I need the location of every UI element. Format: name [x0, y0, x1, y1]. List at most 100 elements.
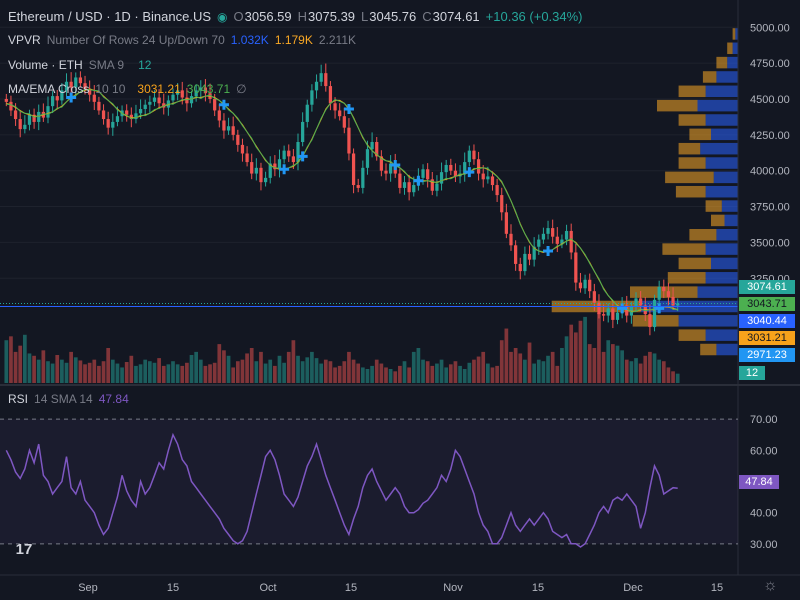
rsi-label: RSI — [8, 392, 29, 406]
volume-legend[interactable]: Volume · ETH SMA 9 12 — [8, 58, 151, 72]
volume-bar — [180, 365, 185, 383]
vpvr-up-bar — [705, 114, 738, 126]
volume-bar — [629, 361, 634, 383]
ma-label: MA/EMA Cross — [8, 82, 90, 96]
candle-body — [634, 298, 638, 307]
vpvr-down-bar — [700, 343, 717, 356]
volume-bar — [296, 355, 300, 383]
volume-bar — [536, 359, 541, 383]
volume-bar — [398, 365, 402, 383]
volume-bar — [578, 320, 583, 383]
vpvr-down-value: 1.179K — [274, 33, 313, 47]
volume-bar — [379, 363, 384, 383]
candle-body — [546, 228, 550, 234]
candle-body — [152, 97, 157, 102]
volume-bar — [546, 355, 550, 383]
candle-body — [615, 312, 620, 320]
volume-bar — [425, 361, 430, 383]
volume-bar — [263, 363, 268, 383]
symbol-title[interactable]: Ethereum / USD · 1D · Binance.US — [8, 9, 212, 24]
candle-body — [407, 182, 411, 193]
candle-body — [263, 177, 268, 183]
volume-bar — [18, 345, 23, 383]
low-label: L — [361, 9, 369, 24]
vpvr-up-bar — [716, 71, 738, 83]
volume-bar — [675, 373, 680, 383]
candle-body — [282, 150, 286, 160]
ma-ema-legend[interactable]: MA/EMA Cross 10 10 3031.21 3043.71 ∅ — [8, 82, 247, 96]
candle-body — [18, 119, 22, 130]
volume-bar — [277, 355, 282, 383]
candle-body — [495, 185, 499, 196]
cross-marker — [413, 175, 424, 186]
candle-body — [351, 153, 356, 186]
candle-body — [125, 110, 129, 115]
ma-value-1: 3031.21 — [137, 82, 181, 96]
volume-bar — [467, 362, 472, 383]
tradingview-logo[interactable]: 17 — [15, 540, 33, 558]
rsi-legend[interactable]: RSI 14 SMA 14 47.84 — [8, 392, 129, 406]
candle-body — [338, 110, 342, 117]
candle-body — [453, 170, 458, 177]
vpvr-legend[interactable]: VPVR Number Of Rows 24 Up/Down 70 1.032K… — [8, 33, 356, 47]
high-label: H — [297, 9, 308, 24]
candle-body — [537, 239, 541, 247]
volume-bar — [518, 353, 523, 383]
vpvr-down-bar — [689, 128, 711, 141]
volume-bar — [194, 351, 199, 383]
vpvr-up-bar — [716, 229, 738, 241]
volume-bar — [245, 353, 249, 383]
vpvr-up-bar — [727, 56, 738, 69]
volume-bar — [319, 363, 324, 383]
volume-bar — [411, 351, 416, 383]
ma1-badge: 3031.21 — [739, 331, 795, 345]
volume-bar — [439, 359, 444, 383]
volume-bar — [259, 351, 263, 383]
volume-bar — [124, 362, 129, 383]
candle-body — [541, 233, 546, 240]
volume-bar — [189, 355, 194, 383]
candle-body — [347, 127, 351, 154]
candle-body — [213, 98, 217, 111]
cross-marker — [654, 303, 665, 314]
volume-bar — [231, 367, 236, 383]
time-tick-label: 15 — [711, 582, 723, 594]
volume-bar — [83, 364, 87, 383]
volume-bar — [347, 351, 351, 383]
vpvr-up-bar — [700, 142, 738, 155]
volume-bar — [481, 351, 486, 383]
volume-bar — [92, 359, 97, 383]
volume-bar — [46, 361, 50, 383]
candle-body — [78, 77, 83, 84]
volume-label: Volume · ETH — [8, 58, 83, 72]
volume-bar — [60, 359, 64, 383]
volume-bar — [4, 340, 9, 383]
ma-value-2: 3043.71 — [186, 82, 231, 96]
candle-body — [551, 228, 555, 237]
last-price-badge: 3074.61 — [739, 280, 795, 294]
candle-body — [301, 121, 305, 143]
volume-bar — [286, 351, 291, 383]
chart-legend-header: Ethereum / USD · 1D · Binance.US ◉ O 3056… — [8, 9, 583, 24]
volume-bar — [499, 340, 504, 383]
candle-body — [527, 253, 532, 260]
vpvr-down-bar — [702, 71, 717, 83]
open-value: 3056.59 — [244, 9, 292, 24]
candle-body — [523, 253, 527, 272]
volume-bar — [27, 353, 32, 383]
eye-icon[interactable]: ◉ — [217, 9, 228, 24]
vpvr-up-bar — [724, 214, 738, 227]
volume-bar — [314, 358, 319, 383]
candle-body — [97, 101, 101, 111]
candle-body — [426, 169, 430, 180]
vpvr-down-bar — [665, 171, 714, 184]
candle-body — [138, 109, 143, 114]
volume-bar — [185, 362, 189, 383]
vpvr-down-bar — [662, 243, 706, 255]
volume-bar — [416, 348, 421, 383]
rsi-band — [0, 419, 738, 544]
volume-bar — [41, 350, 46, 383]
volume-bar — [161, 365, 166, 383]
gear-icon[interactable]: ☼ — [763, 577, 778, 594]
